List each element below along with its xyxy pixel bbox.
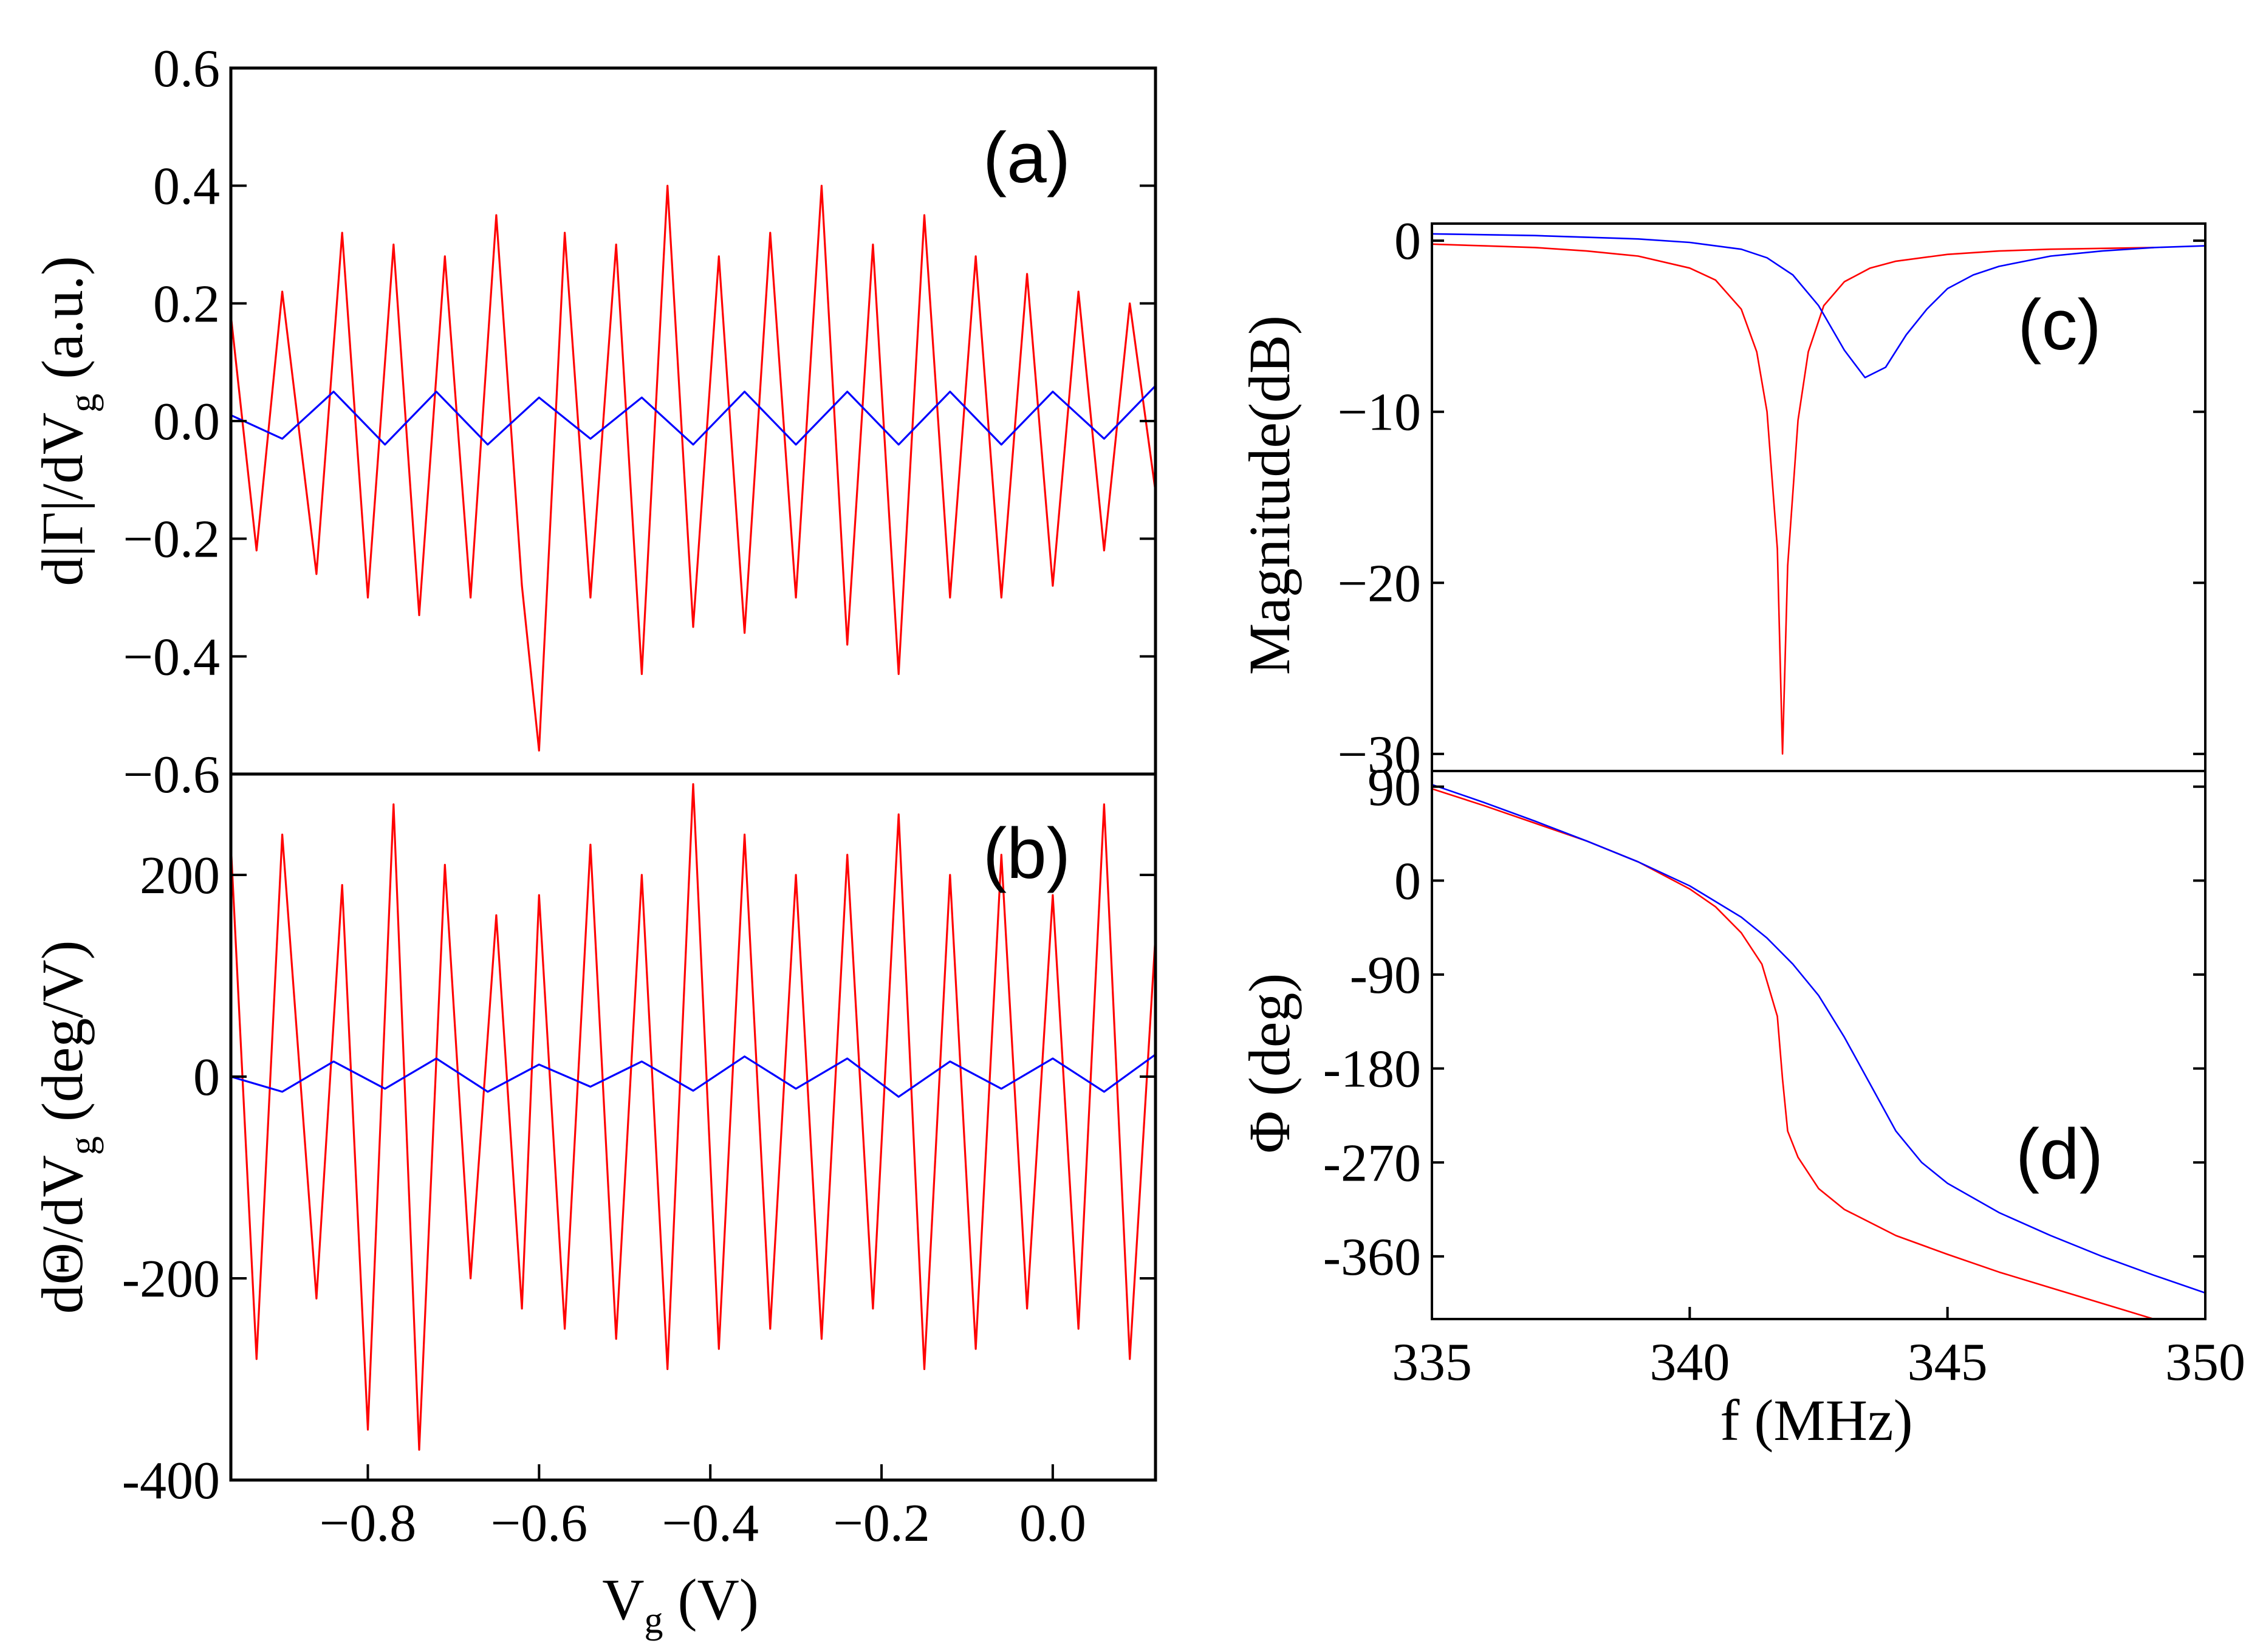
panel-label-d: (d) <box>2016 1114 2103 1194</box>
plot-area-c <box>1432 233 2205 755</box>
x-tick-label: 0.0 <box>1019 1494 1086 1553</box>
y-tick-label: -270 <box>1323 1134 1421 1193</box>
y-ticks-d: -360 -270 -180 -90 0 90 <box>1323 758 2205 1287</box>
series-red-d <box>1432 787 2154 1319</box>
y-tick-label: 0 <box>1394 852 1421 911</box>
series-red-c <box>1432 243 2154 755</box>
frame-b <box>229 772 1157 1482</box>
y-axis-title-b: dΘ/dVg (deg/V) <box>30 941 104 1314</box>
x-ticks-b: −0.8 −0.6 −0.4 −0.2 0.0 <box>320 1464 1086 1553</box>
y-tick-label: 0 <box>1394 212 1421 271</box>
y-tick-label: -180 <box>1323 1040 1421 1099</box>
frame-d <box>1431 770 2207 1320</box>
x-ticks-d: 335 340 345 350 <box>1392 1307 2245 1392</box>
panel-a: −0.6 −0.4 −0.2 0.0 0.2 0.4 0.6 (a) d|Γ|/dVg (a… <box>30 39 1157 804</box>
x-axis-title-b: Vg (V) <box>602 1567 759 1641</box>
y-ticks-a: −0.6 −0.4 −0.2 0.0 0.2 0.4 0.6 <box>123 39 1155 804</box>
y-tick-label: −0.6 <box>123 745 220 804</box>
x-tick-label: −0.6 <box>491 1494 588 1553</box>
y-tick-label: −0.2 <box>123 510 220 569</box>
x-tick-label: 340 <box>1649 1333 1730 1392</box>
y-tick-label: 0 <box>193 1048 220 1107</box>
panel-b: -400 -200 0 200 −0.8 −0.6 −0.4 −0.2 0.0 (b) dΘ/… <box>30 772 1157 1641</box>
series-blue-a <box>231 385 1155 446</box>
panel-d: -360 -270 -180 -90 0 90 335 340 345 350 (d) Φ (d… <box>1237 758 2245 1453</box>
x-tick-label: −0.8 <box>320 1494 417 1553</box>
y-tick-label: 200 <box>140 846 220 905</box>
series-red-b <box>231 783 1155 1451</box>
y-axis-title-d: Φ (deg) <box>1237 973 1302 1154</box>
x-axis-title-d: f (MHz) <box>1720 1388 1912 1453</box>
plot-area-a <box>231 185 1155 752</box>
panel-label-a: (a) <box>983 118 1070 198</box>
y-axis-title-a: d|Γ|/dVg (a.u.) <box>30 256 104 586</box>
y-axis-title-c: Magnitude(dB) <box>1237 315 1302 675</box>
x-tick-label: 350 <box>2165 1333 2245 1392</box>
y-tick-label: 0.2 <box>153 275 220 334</box>
y-tick-label: -200 <box>122 1250 220 1309</box>
y-ticks-b: -400 -200 0 200 <box>122 846 1155 1510</box>
panel-c: −30 −20 −10 0 (c) Magnitude(dB) <box>1237 212 2207 784</box>
panel-label-c: (c) <box>2018 285 2101 365</box>
series-red-a <box>231 185 1155 752</box>
plot-area-b <box>231 783 1155 1451</box>
y-tick-label: −20 <box>1337 554 1421 613</box>
x-tick-label: 335 <box>1392 1333 1472 1392</box>
series-blue-b <box>231 1054 1155 1098</box>
y-tick-label: -400 <box>122 1451 220 1510</box>
x-tick-label: −0.4 <box>662 1494 759 1553</box>
y-tick-label: −0.4 <box>123 628 220 687</box>
x-tick-label: 345 <box>1908 1333 1988 1392</box>
y-tick-label: 0.0 <box>153 392 220 451</box>
y-tick-label: 0.4 <box>153 157 220 216</box>
y-tick-label: −30 <box>1337 725 1421 784</box>
plot-area-d <box>1432 784 2205 1319</box>
y-tick-label: 0.6 <box>153 39 220 98</box>
series-blue-c <box>1432 233 2205 379</box>
y-tick-label: -360 <box>1323 1228 1421 1287</box>
y-tick-label: -90 <box>1350 946 1421 1005</box>
y-tick-label: −10 <box>1337 383 1421 442</box>
series-blue-d <box>1432 784 2205 1294</box>
panel-label-b: (b) <box>983 814 1070 894</box>
x-tick-label: −0.2 <box>833 1494 930 1553</box>
y-tick-label: 90 <box>1368 758 1421 817</box>
y-ticks-c: −30 −20 −10 0 <box>1337 212 2205 784</box>
